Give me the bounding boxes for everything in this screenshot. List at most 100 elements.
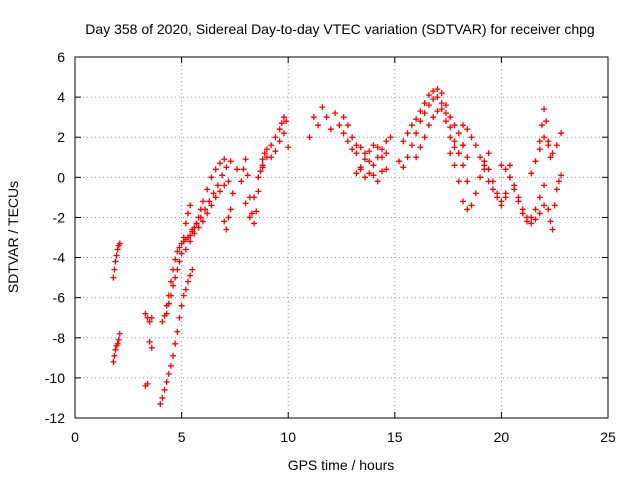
data-point (434, 94, 441, 101)
data-point (283, 118, 290, 125)
y-axis-label: SDTVAR / TECUs (5, 181, 21, 293)
series-arc-6 (163, 202, 194, 317)
data-point (366, 148, 373, 155)
data-point (234, 166, 241, 173)
y-tick-label: -2 (53, 209, 66, 225)
data-point (223, 164, 230, 171)
data-point (146, 318, 153, 325)
data-point (163, 310, 170, 317)
data-point (187, 238, 194, 245)
data-point (421, 134, 428, 141)
data-point (413, 154, 420, 161)
data-point (176, 244, 183, 251)
data-point (374, 144, 381, 151)
data-point (468, 134, 475, 141)
data-point (180, 292, 187, 299)
data-point (184, 210, 191, 217)
data-point (285, 144, 292, 151)
data-point (111, 352, 118, 359)
data-point (157, 400, 164, 407)
series-arc-2 (110, 330, 123, 365)
data-point (455, 178, 462, 185)
data-point (494, 190, 501, 197)
data-point (257, 168, 264, 175)
data-point (455, 130, 462, 137)
data-point (174, 328, 181, 335)
series-arc-12 (268, 130, 292, 161)
data-point (259, 164, 266, 171)
data-point (242, 156, 249, 163)
data-point (528, 170, 535, 177)
data-point (221, 218, 228, 225)
data-point (383, 138, 390, 145)
data-point (536, 194, 543, 201)
series-arc-8 (189, 158, 234, 233)
y-tick-label: -12 (45, 410, 65, 426)
data-point (142, 310, 149, 317)
data-point (114, 246, 121, 253)
x-tick-label: 20 (494, 429, 510, 445)
y-tick-label: -6 (53, 290, 66, 306)
data-point (538, 122, 545, 129)
data-point (408, 142, 415, 149)
data-point (182, 246, 189, 253)
data-point (553, 142, 560, 149)
data-point (202, 206, 209, 213)
data-point (379, 168, 386, 175)
data-point (182, 220, 189, 227)
data-point (214, 182, 221, 189)
data-point (421, 100, 428, 107)
data-point (519, 206, 526, 213)
data-point (379, 146, 386, 153)
data-point (184, 278, 191, 285)
data-point (212, 166, 219, 173)
series-arc-16 (353, 142, 390, 177)
data-point (361, 156, 368, 163)
y-tick-label: -4 (53, 250, 66, 266)
data-point (472, 142, 479, 149)
data-point (242, 200, 249, 207)
data-point (112, 346, 119, 353)
data-point (165, 370, 172, 377)
data-point (481, 158, 488, 165)
data-point (421, 110, 428, 117)
data-point (545, 206, 552, 213)
data-point (460, 142, 467, 149)
data-point (112, 258, 119, 265)
y-tick-label: 2 (57, 129, 65, 145)
data-point (248, 210, 255, 217)
y-tick-label: 0 (57, 169, 65, 185)
data-point (447, 114, 454, 121)
data-point (536, 210, 543, 217)
data-point (430, 88, 437, 95)
data-point (163, 378, 170, 385)
data-point (306, 134, 313, 141)
data-point (204, 186, 211, 193)
data-point (221, 182, 228, 189)
data-point (532, 206, 539, 213)
data-point (404, 130, 411, 137)
data-point (547, 154, 554, 161)
data-point (400, 138, 407, 145)
data-point (240, 166, 247, 173)
data-point (353, 142, 360, 149)
data-point (116, 330, 123, 337)
data-point (189, 226, 196, 233)
data-point (116, 240, 123, 247)
data-point (259, 156, 266, 163)
series-arc-10 (240, 146, 270, 227)
data-point (172, 274, 179, 281)
data-point (417, 118, 424, 125)
data-point (349, 134, 356, 141)
data-point (189, 266, 196, 273)
data-point (208, 202, 215, 209)
data-point (244, 172, 251, 179)
data-point (366, 158, 373, 165)
data-point (413, 130, 420, 137)
data-point (170, 282, 177, 289)
data-point (216, 160, 223, 167)
data-point (485, 150, 492, 157)
data-point (468, 202, 475, 209)
data-point (464, 206, 471, 213)
data-point (357, 144, 364, 151)
